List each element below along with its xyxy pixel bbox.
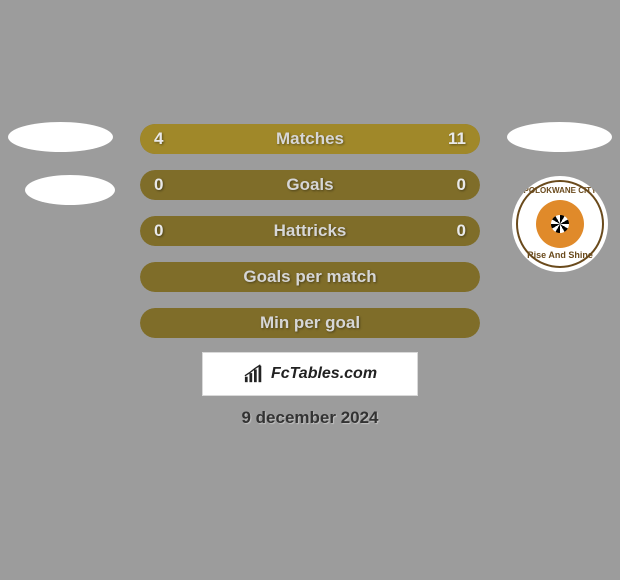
bar-label: Goals xyxy=(140,170,480,200)
club-badge-center xyxy=(536,200,584,248)
bar-chart-icon xyxy=(243,364,265,384)
bar-label: Goals per match xyxy=(140,262,480,292)
date-label: 9 december 2024 xyxy=(0,408,620,428)
stat-row: Min per goal xyxy=(140,308,480,338)
bar-value-right: 0 xyxy=(457,170,466,200)
stat-row: Goals per match xyxy=(140,262,480,292)
bar-value-left: 0 xyxy=(154,170,163,200)
soccer-ball-icon xyxy=(551,215,569,233)
bar-label: Hattricks xyxy=(140,216,480,246)
bar-value-left: 4 xyxy=(154,124,163,154)
stat-row: Hattricks0 0 xyxy=(140,216,480,246)
bar-value-right: 11 xyxy=(448,124,466,154)
bar-label: Min per goal xyxy=(140,308,480,338)
bar-value-left: 0 xyxy=(154,216,163,246)
club-badge-bottom-text: Rise And Shine xyxy=(518,250,602,260)
comparison-bars: Matches411Goals00Hattricks00Goals per ma… xyxy=(140,124,480,354)
stat-row: Goals0 0 xyxy=(140,170,480,200)
player-left-avatar xyxy=(8,122,113,152)
player-right-avatar xyxy=(507,122,612,152)
stat-row: Matches4 11 xyxy=(140,124,480,154)
watermark-text: FcTables.com xyxy=(271,365,377,383)
bar-value-right: 0 xyxy=(457,216,466,246)
club-right-badge: POLOKWANE CITY Rise And Shine xyxy=(512,176,608,272)
bar-label: Matches xyxy=(140,124,480,154)
club-left-badge xyxy=(25,175,115,205)
watermark: FcTables.com xyxy=(202,352,418,396)
club-badge-top-text: POLOKWANE CITY xyxy=(518,186,602,195)
